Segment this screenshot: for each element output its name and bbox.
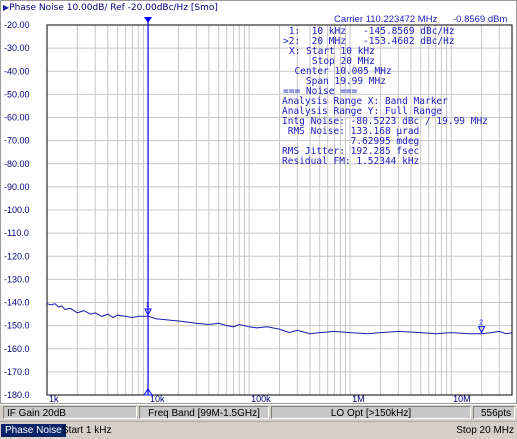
trace-tab-phase-noise[interactable]: Phase Noise [1,424,66,437]
stop-frequency[interactable]: Stop 20 MHz [456,425,514,436]
phase-noise-trace [46,303,513,335]
x-tick-label: 100k [251,394,271,403]
y-tick-label: -90.00 [4,182,30,192]
x-tick-label: 10k [150,394,165,403]
y-tick-label: -80.00 [4,159,30,169]
freq-band-status[interactable]: Freq Band [99M-1.5GHz] [139,406,269,419]
channel-bar: Phase Noise Start 1 kHz Stop 20 MHz [0,421,517,439]
phase-noise-chart[interactable]: -20.00 -30.00 -40.00 -50.00 -60.00 -70.00 -80.… [1,1,517,403]
lo-opt-status[interactable]: LO Opt [>150kHz] [271,406,471,419]
y-tick-label: -30.00 [4,43,30,53]
x-tick-label: 1k [49,394,59,403]
y-tick-label: -70.00 [4,136,30,146]
x-tick-label: 1M [352,394,365,403]
y-tick-label: -150.0 [4,321,30,331]
marker-1-point [144,308,152,317]
y-tick-label: -130.0 [4,274,30,284]
y-tick-label: -180.0 [4,390,30,400]
marker-1-top-triangle [144,17,153,23]
plot-area-border [46,24,513,396]
status-bar: IF Gain 20dB Freq Band [99M-1.5GHz] LO O… [0,404,517,421]
marker-2-point [477,326,486,334]
x-tick-label: 10M [453,394,471,403]
plot-window: ▶Phase Noise 10.00dB/ Ref -20.00dBc/Hz [… [0,0,517,404]
y-tick-label: -110.0 [4,228,29,238]
start-frequency[interactable]: Start 1 kHz [62,425,112,436]
active-trace-triangle-icon: ▶ [3,3,10,12]
title-text: Phase Noise 10.00dB/ Ref -20.00dBc/Hz [S… [9,3,218,13]
y-tick-label: -50.00 [4,89,30,99]
marker-1-bottom-triangle [143,388,153,396]
marker-2-label: 2 [479,320,483,327]
points-status[interactable]: 556pts [473,406,515,419]
y-tick-label: -40.00 [4,66,30,76]
y-tick-label: -120.0 [4,251,30,261]
if-gain-status[interactable]: IF Gain 20dB [3,406,137,419]
channel-title[interactable]: ▶Phase Noise 10.00dB/ Ref -20.00dBc/Hz [… [3,3,218,13]
y-tick-label: -160.0 [4,344,30,354]
y-tick-label: -170.0 [4,367,30,377]
y-tick-label: -140.0 [4,298,30,308]
y-tick-label: -100.0 [4,205,30,215]
marker-1-label: 1 [146,302,150,309]
y-tick-label: -60.00 [4,113,30,123]
y-tick-label: -20.00 [4,20,30,30]
